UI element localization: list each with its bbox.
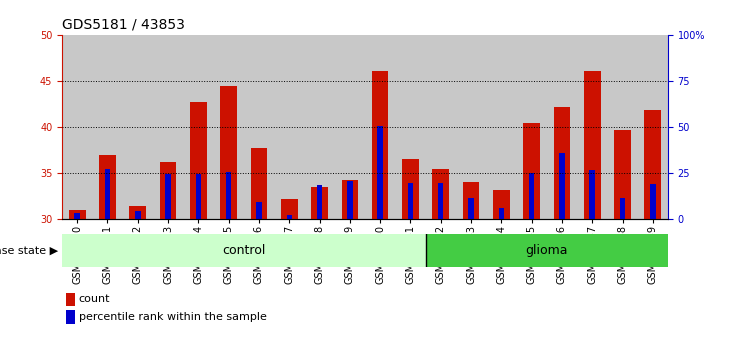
Bar (281, 199, 298, 219)
Bar (584, 71, 601, 219)
Bar (432, 169, 449, 219)
Bar (396, 35, 426, 219)
Text: GDS5181 / 43853: GDS5181 / 43853 (62, 18, 185, 32)
Bar (304, 35, 335, 219)
Bar (335, 35, 365, 219)
Bar (256, 202, 261, 219)
Bar (365, 35, 396, 219)
Bar (650, 184, 656, 219)
Bar (438, 183, 443, 219)
Bar (456, 35, 486, 219)
Bar (311, 187, 328, 219)
Bar (317, 184, 322, 219)
Bar (190, 102, 207, 219)
Bar (559, 153, 564, 219)
Bar (123, 35, 153, 219)
Bar (250, 148, 267, 219)
Bar (74, 213, 80, 219)
Bar (196, 175, 201, 219)
Bar (577, 35, 607, 219)
Bar (523, 123, 540, 219)
Bar (93, 35, 123, 219)
Bar (62, 234, 426, 267)
Text: glioma: glioma (526, 244, 568, 257)
Bar (220, 86, 237, 219)
Bar (620, 198, 625, 219)
Text: count: count (79, 295, 110, 304)
Bar (99, 155, 116, 219)
Bar (105, 169, 110, 219)
Bar (129, 206, 146, 219)
Bar (402, 159, 419, 219)
Bar (377, 126, 383, 219)
Bar (469, 198, 474, 219)
Bar (638, 35, 668, 219)
Bar (463, 182, 480, 219)
Bar (493, 190, 510, 219)
Bar (614, 130, 631, 219)
Bar (244, 35, 274, 219)
Bar (166, 175, 171, 219)
Text: percentile rank within the sample: percentile rank within the sample (79, 312, 266, 322)
Bar (342, 180, 358, 219)
Bar (274, 35, 304, 219)
Text: disease state ▶: disease state ▶ (0, 245, 58, 256)
Bar (214, 35, 244, 219)
Bar (135, 211, 140, 219)
Bar (426, 234, 668, 267)
Bar (529, 173, 534, 219)
Bar (153, 35, 183, 219)
Bar (517, 35, 547, 219)
Bar (183, 35, 214, 219)
Bar (160, 162, 177, 219)
Bar (590, 170, 595, 219)
Bar (62, 35, 93, 219)
Bar (69, 210, 85, 219)
Bar (499, 209, 504, 219)
Bar (372, 71, 388, 219)
Text: control: control (222, 244, 266, 257)
Bar (547, 35, 577, 219)
Bar (287, 215, 292, 219)
Bar (408, 183, 413, 219)
Bar (553, 107, 570, 219)
Bar (486, 35, 517, 219)
Bar (226, 172, 231, 219)
Bar (645, 110, 661, 219)
Bar (347, 181, 353, 219)
Bar (607, 35, 638, 219)
Bar (426, 35, 456, 219)
